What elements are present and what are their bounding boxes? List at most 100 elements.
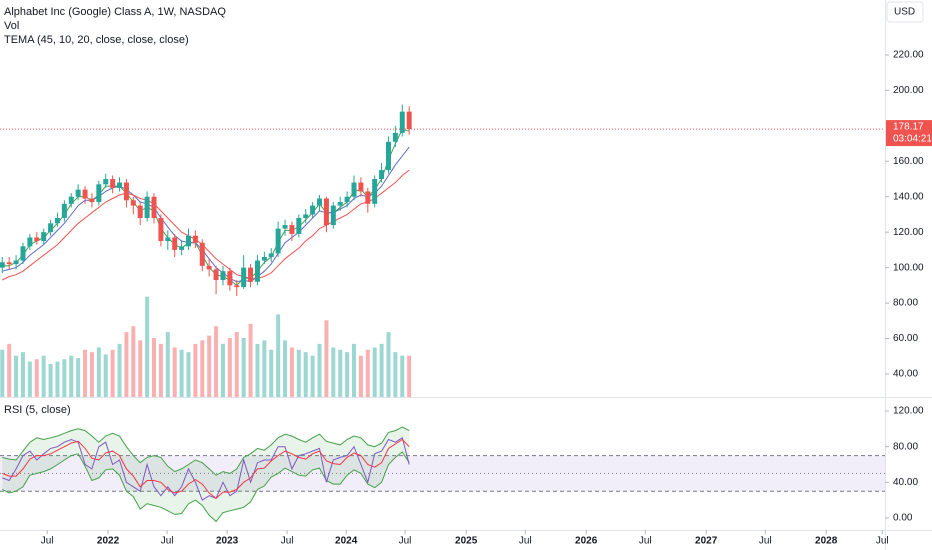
candle-body [248,267,254,282]
candle-body [61,203,67,218]
candle-body [227,271,233,286]
candle-body [337,202,343,206]
rsi-legend: RSI (5, close) [4,404,71,416]
currency-label[interactable]: USD [894,7,915,18]
candle-body [323,198,329,226]
tema-line [2,128,410,286]
candle-body [137,205,143,218]
candle-body [144,196,150,218]
price-tick-label: 220.00 [893,50,924,61]
volume-bar [400,355,405,397]
volume-bar [117,343,122,397]
candle-body [289,225,295,234]
candle-body [75,189,81,197]
time-tick-label: Jul [161,536,174,547]
candle-body [13,260,19,265]
candle-body [185,235,191,247]
candle-body [220,271,226,281]
rsi-band-fill [2,427,410,522]
tema-line [2,169,410,281]
volume-bar [310,355,315,397]
rsi-tick-label: 0.00 [893,513,913,524]
candle-body [303,214,309,218]
volume-bar [83,349,88,397]
volume-bar [110,349,115,397]
time-tick-label: 2023 [216,536,239,547]
candle-body [296,217,302,234]
currency-button[interactable] [886,1,924,23]
time-tick-label: 2022 [97,536,120,547]
volume-bar [276,314,281,397]
candle-body [199,242,205,266]
volume-bar [303,352,308,397]
volume-bar [131,326,136,397]
volume-bar [200,340,205,397]
candle-body [192,235,198,243]
candle-body [165,237,171,242]
volume-bar [186,352,191,397]
last-price-label: 178.17 [893,122,924,133]
time-tick-label: Jul [519,536,532,547]
volume-bar [62,359,67,397]
volume-bar [296,349,301,397]
last-price-box [886,120,932,147]
price-tick-label: 40.00 [893,369,918,380]
price-tick-label: 140.00 [893,191,924,202]
plot-layer [0,104,885,523]
indicator-legend: TEMA (45, 10, 20, close, close, close) [4,34,189,46]
volume-bar [227,338,232,397]
volume-bar [20,352,25,397]
rsi-level-band [0,455,885,492]
candle-body [351,182,357,197]
volume-bar [262,340,267,397]
candle-body [310,205,316,215]
volume-bar [352,343,356,397]
rsi-tick-label: 40.00 [893,477,918,488]
volume-bar [386,332,391,397]
candle-body [123,182,129,201]
symbol-title: Alphabet Inc (Google) Class A, 1W, NASDA… [4,6,226,18]
volume-bar [193,343,198,397]
volume-bar [289,347,294,397]
volume-bar [165,332,170,397]
price-tick-label: 60.00 [893,333,918,344]
volume-bar [27,361,32,397]
volume-bar [145,296,150,397]
candle-body [158,217,164,242]
candle-body [179,246,185,250]
candle-body [399,111,405,133]
candle-body [68,196,74,204]
volume-bar [358,355,363,397]
volume-bar [345,352,350,397]
candle-body [234,285,240,288]
volume-bar [338,349,343,397]
time-tick-label: Jul [41,536,54,547]
countdown-label: 03:04:21 [893,134,932,145]
price-tick-label: 100.00 [893,262,924,273]
time-tick-label: 2027 [695,536,718,547]
volume-bar [48,363,53,397]
candle-body [358,182,364,192]
time-tick-label: Jul [281,536,294,547]
volume-bar [248,323,253,397]
volume-bar [158,343,163,397]
candle-body [282,225,288,229]
volume-bar [96,347,101,397]
volume-bar [124,332,129,397]
volume-bar [324,320,329,397]
volume-bar [393,352,398,397]
candle-body [406,111,412,130]
candle-body [344,196,350,203]
volume-bar [14,355,19,397]
rsi-lower-line [2,451,410,523]
candle-body [268,253,274,257]
price-tick-label: 120.00 [893,227,924,238]
time-tick-label: 2028 [815,536,838,547]
time-tick-label: Jul [759,536,772,547]
candle-body [89,198,95,203]
time-tick-label: Jul [639,536,652,547]
rsi-tick-label: 120.00 [893,406,924,417]
volume-bar [179,349,184,397]
